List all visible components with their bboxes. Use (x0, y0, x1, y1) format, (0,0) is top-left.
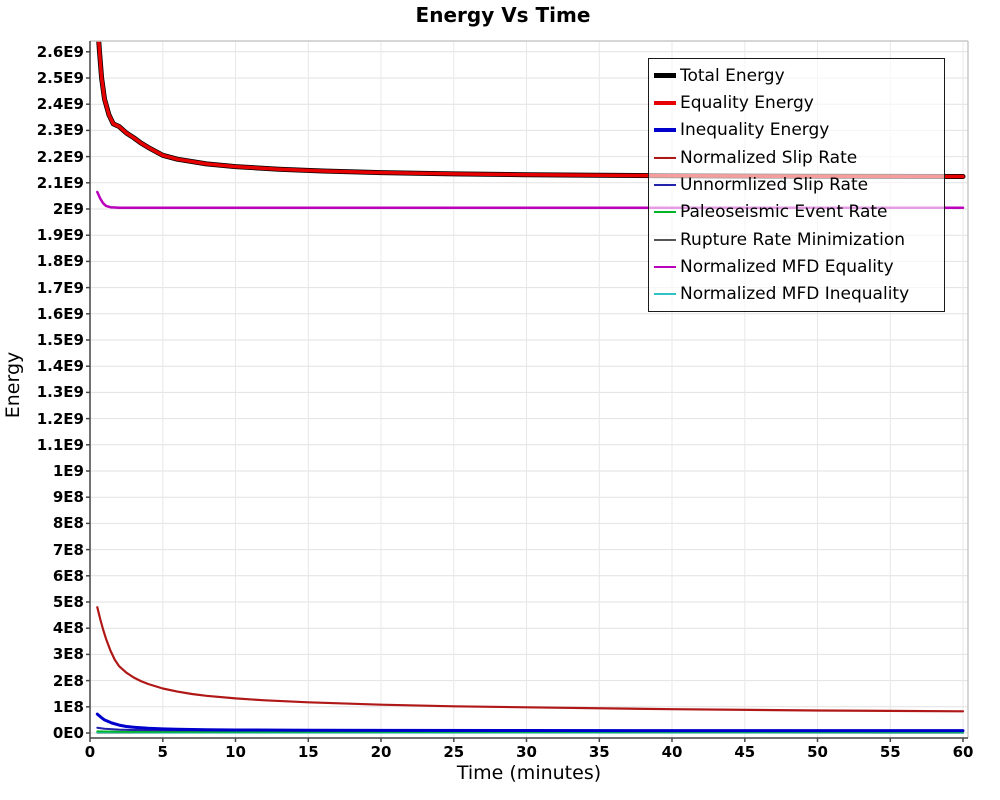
y-tick-label: 8E8 (52, 514, 84, 533)
y-tick-label: 9E8 (52, 488, 84, 507)
y-tick-label: 4E8 (52, 619, 84, 638)
y-tick-label: 1.1E9 (36, 435, 84, 454)
y-tick-label: 7E8 (52, 540, 84, 559)
y-tick-label: 1.4E9 (36, 357, 84, 376)
y-tick-label: 2.2E9 (36, 147, 84, 166)
y-tick-label: 1.9E9 (36, 226, 84, 245)
x-tick-label: 30 (516, 743, 537, 761)
legend-line-swatch (654, 211, 676, 214)
legend-line-swatch (654, 73, 676, 79)
y-tick-label: 2E9 (52, 200, 84, 218)
x-axis-title: Time (minutes) (456, 762, 602, 784)
legend-item-label: Normalized MFD Equality (680, 256, 894, 277)
x-tick-label: 55 (879, 743, 901, 761)
chart-title: Energy Vs Time (415, 3, 591, 27)
y-tick-label: 1.3E9 (36, 383, 84, 402)
legend-item-label: Normalized Slip Rate (680, 147, 858, 168)
y-tick-label: 1.2E9 (36, 409, 84, 428)
y-tick-label: 2.6E9 (36, 42, 84, 61)
legend-item: Unnormlized Slip Rate (654, 175, 942, 195)
x-tick-label: 25 (443, 743, 465, 761)
legend-item-label: Unnormlized Slip Rate (680, 174, 869, 195)
legend-item: Total Energy (654, 66, 942, 86)
x-tick-label: 5 (157, 743, 168, 761)
y-tick-label: 1.6E9 (36, 304, 84, 323)
x-tick-label: 60 (952, 743, 974, 761)
legend-item-label: Inequality Energy (680, 120, 830, 141)
legend-item: Rupture Rate Minimization (654, 230, 942, 250)
legend-line-swatch (654, 100, 676, 105)
x-tick-label: 15 (297, 743, 319, 761)
legend: Total Energy Equality Energy Inequality En… (648, 58, 945, 312)
y-tick-label: 6E8 (52, 566, 84, 585)
x-tick-label: 10 (225, 743, 246, 761)
x-tick-label: 20 (370, 743, 392, 761)
legend-item: Paleoseismic Event Rate (654, 202, 942, 222)
x-tick-label: 45 (734, 743, 756, 761)
legend-item: Normalized MFD Equality (654, 257, 942, 277)
legend-item-label: Normalized MFD Inequality (680, 284, 910, 305)
x-tick-label: 0 (84, 743, 96, 761)
legend-line-swatch (654, 293, 676, 296)
y-tick-label: 1E9 (52, 462, 84, 480)
series-line (96, 41, 965, 179)
y-axis-title: Energy (2, 351, 24, 419)
legend-line-swatch (654, 183, 676, 186)
y-tick-label: 3E8 (52, 645, 84, 664)
y-tick-label: 1E8 (52, 697, 84, 716)
series-line (95, 712, 965, 733)
y-tick-label: 1.7E9 (36, 278, 84, 297)
x-tick-label: 50 (807, 743, 828, 761)
series-line (96, 190, 965, 209)
legend-item-label: Paleoseismic Event Rate (680, 202, 888, 223)
legend-item-label: Total Energy (680, 65, 785, 86)
y-tick-label: 2E8 (52, 671, 84, 690)
y-tick-label: 1.5E9 (36, 331, 84, 349)
y-tick-label: 2.4E9 (36, 95, 84, 114)
y-tick-label: 0E0 (52, 724, 84, 742)
legend-line-swatch (654, 128, 676, 133)
x-tick-label: 35 (588, 743, 610, 761)
legend-item: Normalized Slip Rate (654, 148, 942, 168)
legend-item-label: Equality Energy (680, 92, 814, 113)
y-tick-label: 5E8 (52, 593, 84, 611)
y-tick-label: 1.8E9 (36, 252, 84, 271)
legend-line-swatch (654, 156, 676, 159)
legend-line-swatch (654, 265, 676, 268)
legend-item: Equality Energy (654, 93, 942, 113)
legend-item: Normalized MFD Inequality (654, 284, 942, 304)
y-tick-label: 2.5E9 (36, 69, 84, 87)
legend-item: Inequality Energy (654, 120, 942, 140)
x-tick-label: 40 (661, 743, 683, 761)
y-tick-label: 2.1E9 (36, 173, 84, 192)
legend-item-label: Rupture Rate Minimization (680, 229, 905, 250)
series-line (96, 606, 965, 713)
legend-line-swatch (654, 238, 676, 241)
y-tick-label: 2.3E9 (36, 121, 84, 140)
